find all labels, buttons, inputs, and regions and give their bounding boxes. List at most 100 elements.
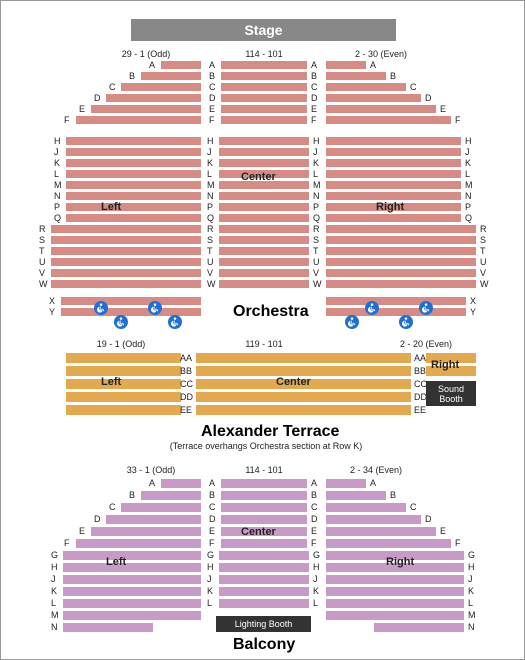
orch-center-row-K (219, 159, 309, 167)
orch-center-row-R (219, 225, 309, 233)
orch-center-row-T (219, 247, 309, 255)
bal-right-row-B (326, 491, 386, 500)
terrace-center-row-AA (196, 353, 411, 363)
orch-left-lbl-M: M (54, 180, 62, 190)
bal-left-lbl-M: M (51, 610, 59, 620)
bal-right-lbl-L: L (468, 598, 473, 608)
bal-right-row-J (326, 575, 464, 584)
orch-center-lbl-U: U (207, 257, 214, 267)
bal-left-row-G (63, 551, 201, 560)
orch-left-lbl-A: A (149, 60, 155, 70)
wheelchair-icon (94, 301, 108, 315)
orch-right-row-S (326, 236, 476, 244)
orch-left-row-N (66, 192, 201, 200)
orchestra-level-name: Orchestra (233, 303, 309, 321)
orch-left-row-K (66, 159, 201, 167)
orch-center-lbl-Q: Q (207, 213, 214, 223)
terrace-left-row-CC (66, 379, 181, 389)
bal-left-lbl-H: H (51, 562, 58, 572)
orch-right-lbl-N: N (465, 191, 472, 201)
bal-center-lbl-H: H (207, 562, 214, 572)
orch-left-row-S (51, 236, 201, 244)
bal-right-row-N (374, 623, 464, 632)
bal-left-lbl-N: N (51, 622, 58, 632)
orch-left-row-C (121, 83, 201, 91)
orch-left-lbl-P: P (54, 202, 60, 212)
orch-right-lbl-B: B (390, 71, 396, 81)
orch-center-lbl-W: W (207, 279, 216, 289)
orch-center-lbl-L: L (207, 169, 212, 179)
orch-right-row-W (326, 280, 476, 288)
bal-right-row-K (326, 587, 464, 596)
bal-right-row-L (326, 599, 464, 608)
wheelchair-icon (148, 301, 162, 315)
orch-center-lbl2-R: R (313, 224, 320, 234)
orchestra-right_name: Right (376, 201, 404, 213)
orch-center-lbl2-P: P (313, 202, 319, 212)
orch-center-row-D (221, 94, 307, 102)
terrace-center-row-DD (196, 392, 411, 402)
bal-center-lbl2-B: B (311, 490, 317, 500)
terrace-lblR-BB: BB (414, 366, 426, 376)
orchestra-left_name: Left (101, 201, 121, 213)
bal-left-lbl-A: A (149, 478, 155, 488)
bal-right-row-E (326, 527, 436, 536)
bal-center-lbl2-E: E (311, 526, 317, 536)
bal-center-row-L (219, 599, 309, 608)
orch-center-lbl2-J: J (313, 147, 318, 157)
orch-center-lbl2-F: F (311, 115, 317, 125)
orch-center-lbl-K: K (207, 158, 213, 168)
orch-right-lbl-R: R (480, 224, 487, 234)
bal-left-lbl-J: J (51, 574, 56, 584)
orch-right-lbl-K: K (465, 158, 471, 168)
orch-left-row-B (141, 72, 201, 80)
orch-center-lbl-T: T (207, 246, 213, 256)
terrace-right_name: Right (431, 359, 459, 371)
orch-center-lbl2-M: M (313, 180, 321, 190)
orch-left-lbl-F: F (64, 115, 70, 125)
terrace-lblL-DD: DD (180, 392, 193, 402)
terrace-center-row-EE (196, 405, 411, 415)
orch-right-row-N (326, 192, 461, 200)
bal-right-lbl-G: G (468, 550, 475, 560)
orch-center-lbl-P: P (207, 202, 213, 212)
orch-center-lbl2-D: D (311, 93, 318, 103)
orch-center-row-A (221, 61, 307, 69)
orch-right-row-Q (326, 214, 461, 222)
bal-left-lbl-C: C (109, 502, 116, 512)
orch-right-row-B (326, 72, 386, 80)
bal-center-lbl2-A: A (311, 478, 317, 488)
orch-center-row-E (221, 105, 307, 113)
orch-center-lbl2-N: N (313, 191, 320, 201)
bal-right-row-D (326, 515, 421, 524)
orch-left-row-V (51, 269, 201, 277)
orch-right-lbl-D: D (425, 93, 432, 103)
orch-left-lbl-U: U (39, 257, 46, 267)
orch-right-lbl-E: E (440, 104, 446, 114)
orch-center-row-U (219, 258, 309, 266)
orch-center-lbl2-E: E (311, 104, 317, 114)
terrace-lblL-CC: CC (180, 379, 193, 389)
orch-right-lbl-Y: Y (470, 307, 476, 317)
orch-left-row-A (161, 61, 201, 69)
bal-center-row-J (219, 575, 309, 584)
balcony-left-range: 33 - 1 (Odd) (106, 465, 196, 475)
orch-right-row-X (326, 297, 466, 305)
orch-right-row-Y (326, 308, 466, 316)
bal-center-lbl2-K: K (313, 586, 319, 596)
orch-left-lbl-R: R (39, 224, 46, 234)
orch-center-row-N (219, 192, 309, 200)
orch-left-lbl-E: E (79, 104, 85, 114)
bal-right-lbl-K: K (468, 586, 474, 596)
orch-center-lbl2-B: B (311, 71, 317, 81)
bal-left-row-E (91, 527, 201, 536)
orch-center-row-J (219, 148, 309, 156)
terrace-left_name: Left (101, 376, 121, 388)
orch-left-row-X (61, 297, 201, 305)
sound-booth: Sound Booth (426, 381, 476, 406)
bal-right-lbl-B: B (390, 490, 396, 500)
orch-left-row-M (66, 181, 201, 189)
orch-left-lbl-D: D (94, 93, 101, 103)
balcony-right_name: Right (386, 556, 414, 568)
bal-center-lbl-C: C (209, 502, 216, 512)
